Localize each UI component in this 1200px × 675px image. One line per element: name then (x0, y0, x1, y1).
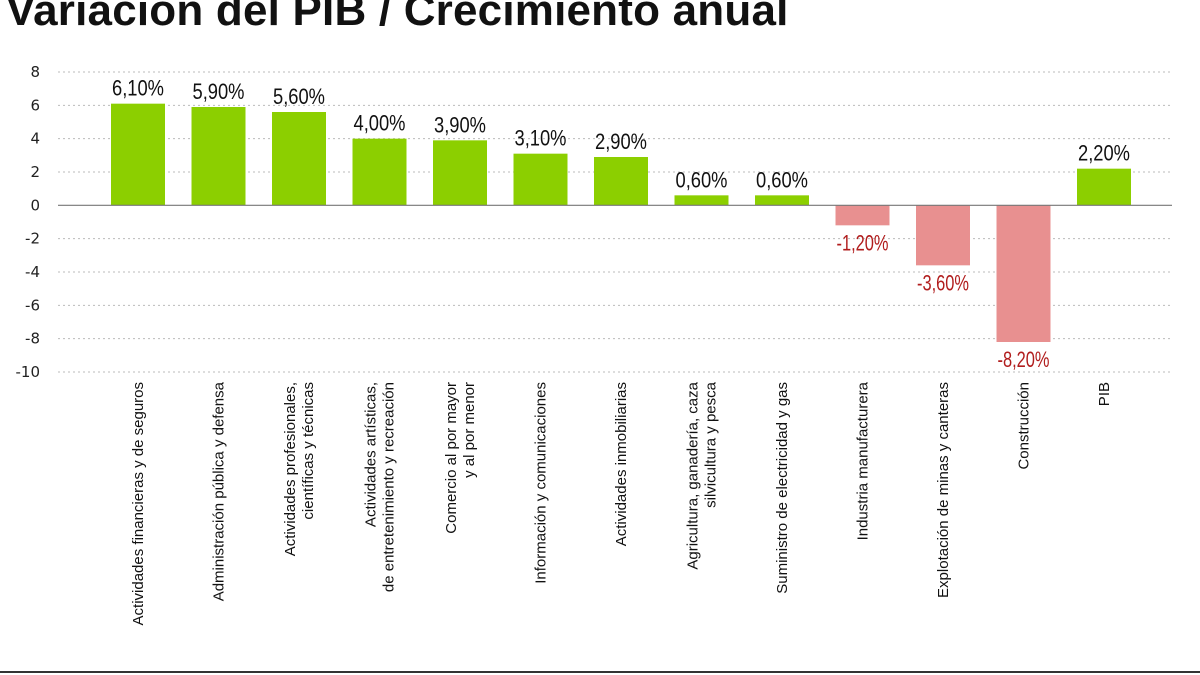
category-label-line: Actividades profesionales, (282, 382, 299, 556)
category-label: Información y comunicaciones (533, 382, 550, 584)
data-label: -8,20% (998, 347, 1050, 372)
y-tick-label: 6 (30, 96, 40, 114)
category-label: Agricultura, ganadería, cazasilvicultura… (685, 381, 720, 569)
category-label: Industria manufacturera (855, 381, 872, 540)
y-tick-label: -10 (16, 363, 41, 381)
category-label-line: Comercio al por mayor (443, 382, 460, 534)
bar (594, 157, 648, 206)
category-label-line: Industria manufacturera (855, 381, 872, 540)
data-label: 3,90% (434, 112, 486, 137)
y-tick-label: -8 (25, 330, 40, 348)
bar (674, 195, 729, 206)
bar (433, 140, 487, 206)
data-label: 0,60% (676, 167, 728, 192)
data-label: -3,60% (917, 270, 969, 295)
data-label: 5,60% (273, 84, 325, 109)
category-label-line: Actividades financieras y de seguros (130, 382, 147, 625)
category-label: Actividades artísticas,de entretenimient… (363, 382, 398, 592)
category-label-line: de entretenimiento y recreación (381, 382, 398, 592)
bar (996, 205, 1051, 342)
category-label-line: Agricultura, ganadería, caza (685, 381, 702, 569)
bar (111, 103, 165, 206)
y-tick-label: -6 (25, 296, 40, 314)
bar (513, 153, 568, 206)
bar (835, 205, 890, 226)
bar (272, 112, 326, 206)
category-label: Actividades inmobiliarias (613, 382, 630, 546)
category-label-line: científicas y técnicas (300, 382, 317, 520)
data-label: 6,10% (112, 76, 164, 101)
bar (1077, 168, 1131, 206)
data-label: 4,00% (354, 111, 406, 136)
bar (755, 195, 809, 206)
data-label: 2,90% (595, 129, 647, 154)
category-label: Actividades profesionales,científicas y … (282, 382, 317, 556)
category-label: Explotación de minas y canteras (935, 382, 952, 598)
y-tick-label: -4 (25, 263, 40, 281)
data-label: 3,10% (515, 126, 567, 151)
category-label-line: silvicultura y pesca (703, 381, 720, 508)
y-tick-label: 8 (30, 63, 40, 81)
bar (916, 205, 970, 266)
category-label-line: Actividades inmobiliarias (613, 382, 630, 546)
category-label-line: y al por menor (461, 382, 478, 478)
y-tick-label: 4 (30, 130, 40, 148)
data-label: -1,20% (837, 230, 889, 255)
category-label-line: Administración pública y defensa (211, 381, 228, 601)
category-label: Actividades financieras y de seguros (130, 382, 147, 625)
data-label: 0,60% (756, 167, 808, 192)
category-label-line: PIB (1096, 382, 1113, 406)
category-label: Suministro de electricidad y gas (774, 382, 791, 594)
category-label: Comercio al por mayory al por menor (443, 382, 478, 534)
data-label: 5,90% (193, 79, 245, 104)
y-tick-label: 2 (30, 163, 40, 181)
category-label-line: Explotación de minas y canteras (935, 382, 952, 598)
bar (191, 107, 246, 206)
y-tick-label: -2 (25, 230, 40, 248)
category-label-line: Suministro de electricidad y gas (774, 382, 791, 594)
chart-title: Variación del PIB / Crecimiento anual (6, 0, 789, 35)
category-label: PIB (1096, 382, 1113, 406)
category-label: Administración pública y defensa (211, 381, 228, 601)
y-tick-label: 0 (30, 196, 40, 214)
category-label-line: Información y comunicaciones (533, 382, 550, 584)
data-label: 2,20% (1078, 141, 1130, 166)
category-label-line: Construcción (1016, 382, 1033, 470)
category-label: Construcción (1016, 382, 1033, 470)
bottom-rule (0, 671, 1200, 673)
bar (352, 138, 407, 206)
category-label-line: Actividades artísticas, (363, 382, 380, 527)
